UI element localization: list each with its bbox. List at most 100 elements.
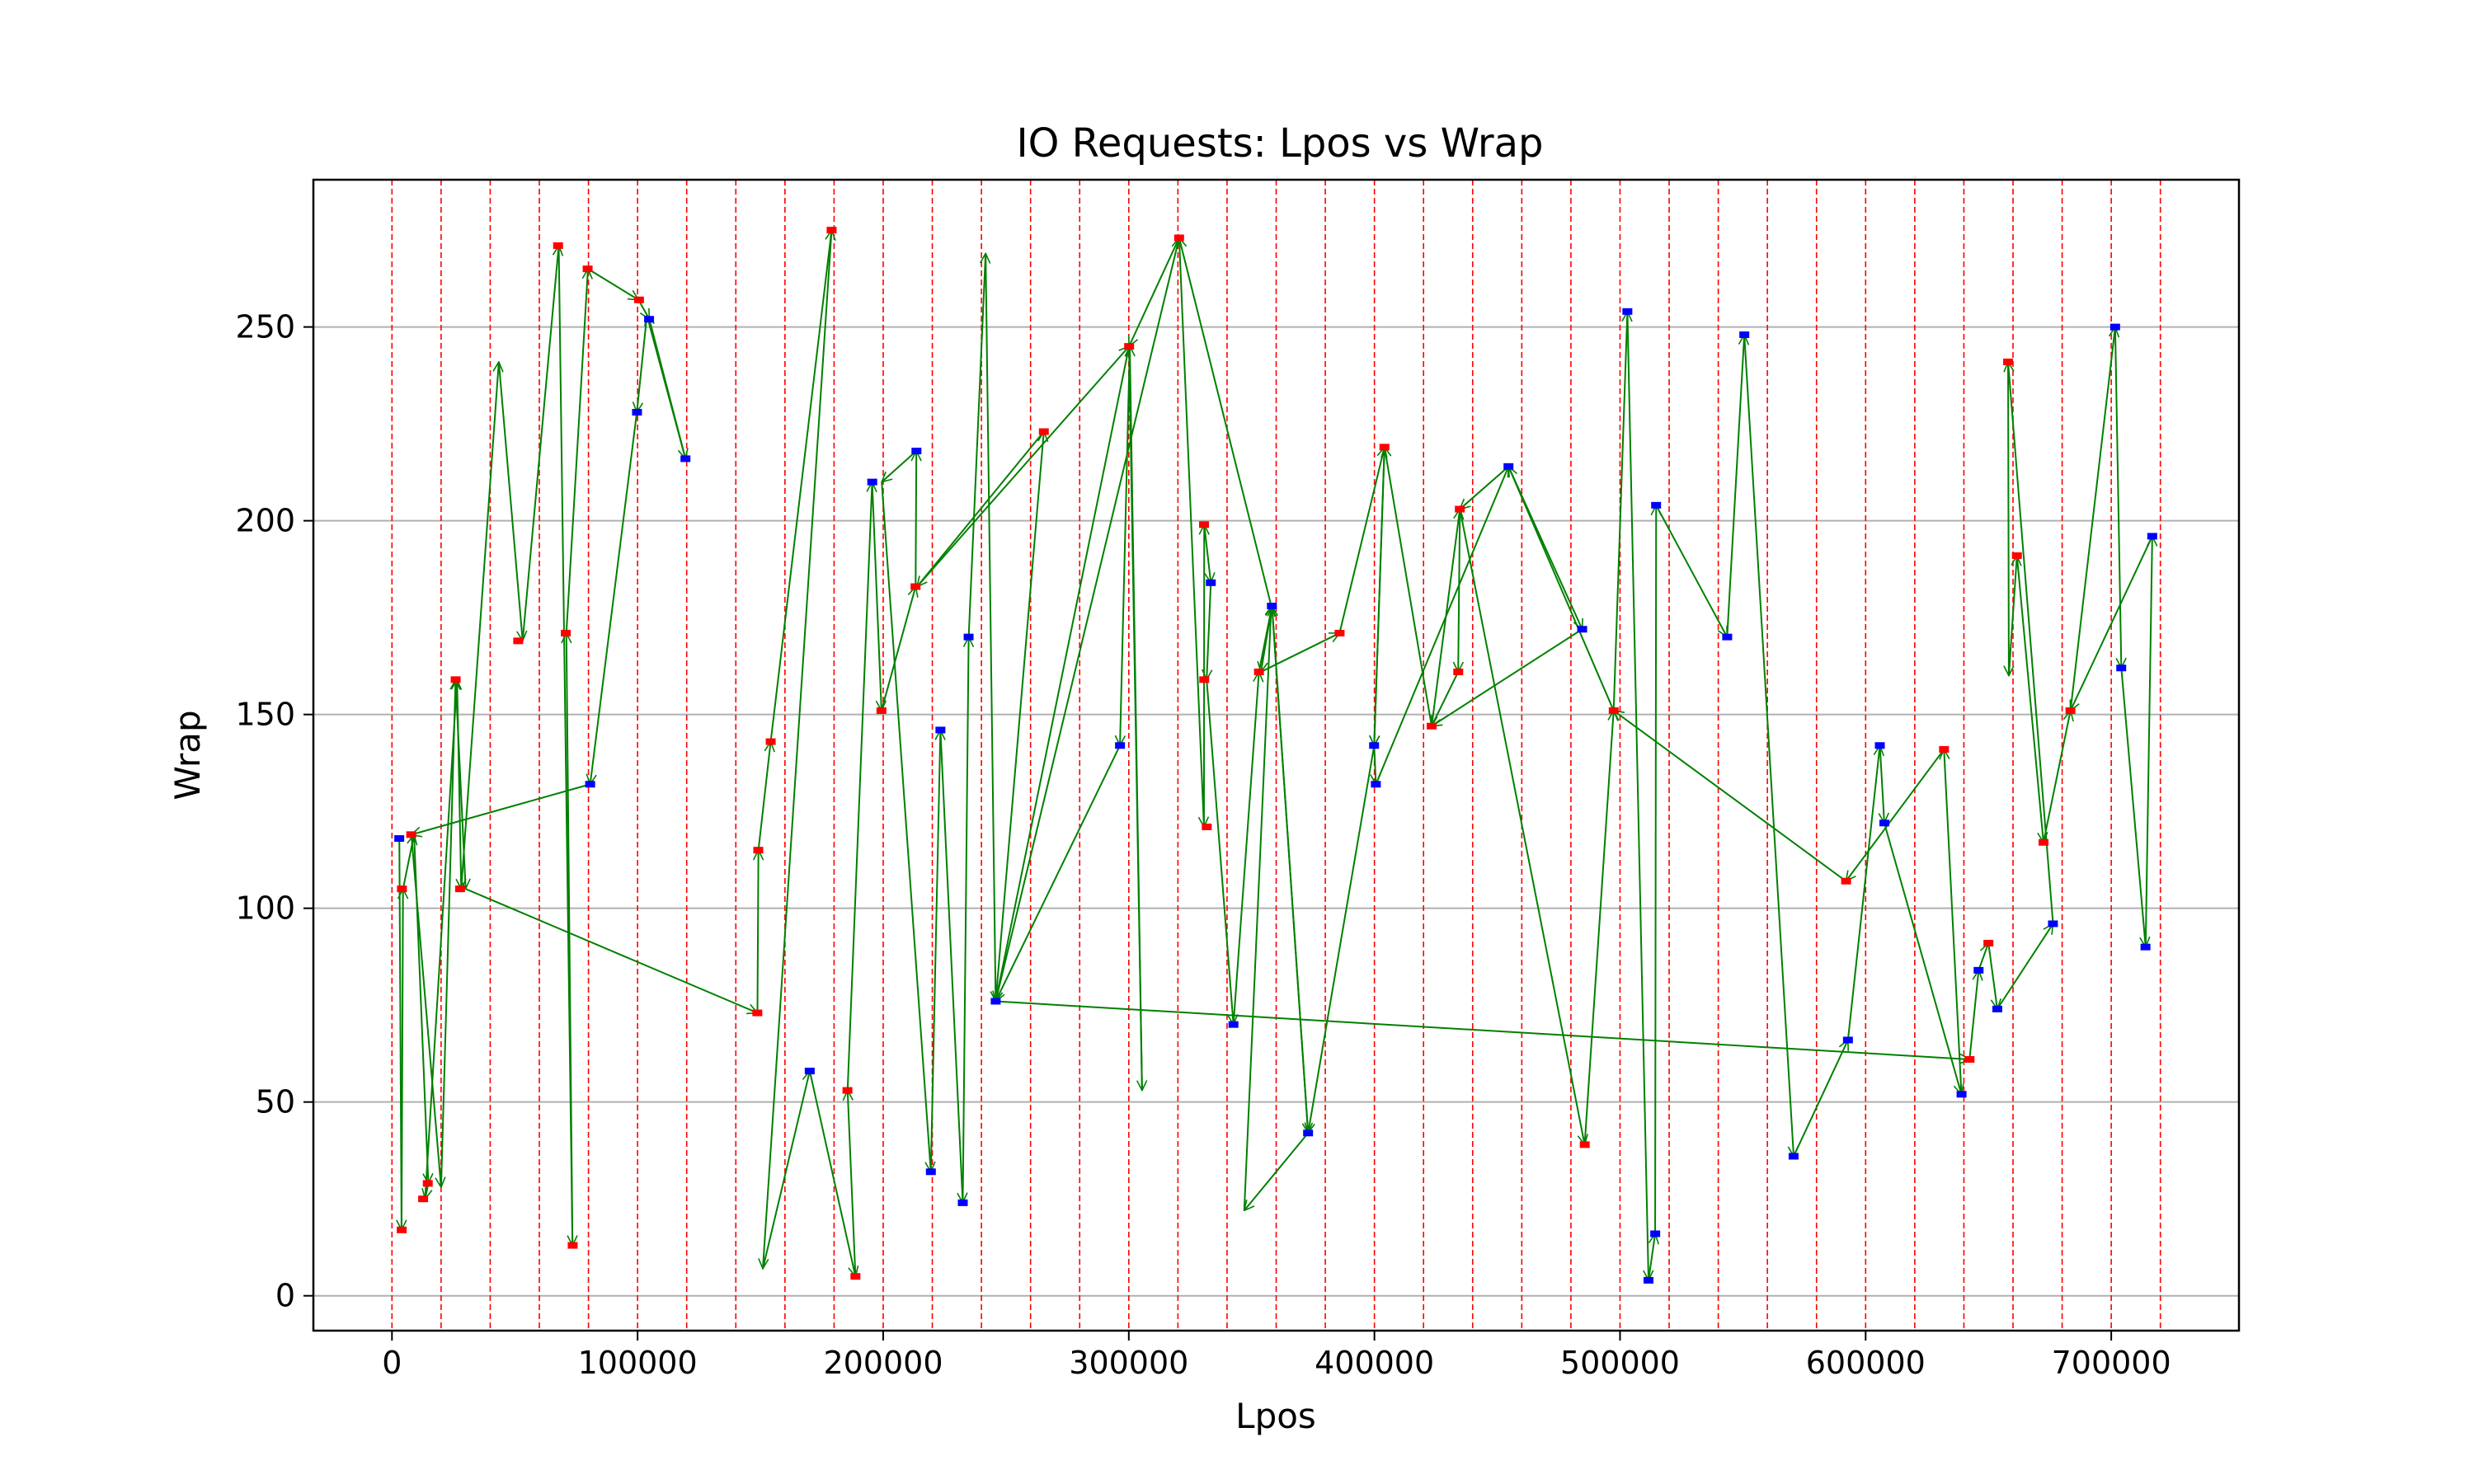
- path-arrow: [995, 432, 1043, 1002]
- path-arrow: [1206, 582, 1211, 680]
- data-point: [1369, 742, 1380, 749]
- data-point: [935, 726, 946, 734]
- y-tick-label: 250: [235, 309, 295, 345]
- path-arrow: [2120, 668, 2145, 946]
- data-point: [765, 738, 776, 745]
- data-point: [644, 316, 655, 323]
- path-arrow: [880, 587, 915, 711]
- data-point: [1379, 444, 1390, 451]
- data-point: [910, 583, 921, 590]
- path-arrow: [565, 269, 588, 633]
- y-axis-label: Wrap: [167, 710, 208, 800]
- data-point: [454, 885, 465, 893]
- path-arrow: [1793, 1040, 1848, 1157]
- x-tick-label: 600000: [1806, 1345, 1926, 1381]
- data-point: [1202, 823, 1212, 830]
- path-arrow: [1743, 334, 1794, 1156]
- data-point: [561, 629, 571, 636]
- data-point: [990, 998, 1001, 1005]
- x-tick-label: 0: [382, 1345, 402, 1381]
- data-point: [1124, 343, 1135, 350]
- data-point: [867, 478, 877, 486]
- path-arrow: [1460, 466, 1509, 510]
- data-point: [2065, 707, 2076, 714]
- data-point: [1455, 505, 1465, 513]
- x-tick-label: 400000: [1315, 1345, 1434, 1381]
- data-point: [826, 227, 837, 234]
- data-point: [1739, 331, 1750, 339]
- x-tick-label: 200000: [823, 1345, 943, 1381]
- data-point: [1253, 668, 1264, 675]
- path-arrow: [402, 889, 403, 1230]
- data-point: [513, 637, 524, 645]
- path-arrow: [769, 230, 832, 742]
- x-axis-ticks: 0 100000 200000 300000 400000 500000 600000 700…: [382, 1331, 2171, 1381]
- data-point: [842, 1087, 853, 1094]
- data-point: [2039, 838, 2049, 846]
- data-point: [1453, 668, 1464, 675]
- path-arrow: [1997, 923, 2053, 1010]
- data-point: [1643, 1276, 1653, 1284]
- path-arrow: [995, 744, 1121, 1001]
- path-arrow: [882, 450, 917, 482]
- path-arrow: [1206, 679, 1233, 1024]
- path-arrow: [916, 346, 1129, 588]
- path-arrow: [465, 888, 758, 1012]
- path-arrow: [762, 1071, 810, 1270]
- data-point: [957, 1199, 968, 1206]
- path-arrow: [497, 361, 523, 641]
- path-arrow: [1308, 745, 1376, 1133]
- path-arrow: [985, 253, 995, 1001]
- data-point: [397, 885, 407, 893]
- path-arrow: [2071, 536, 2153, 711]
- path-arrow: [2015, 555, 2044, 843]
- data-point: [585, 781, 595, 788]
- data-point: [1622, 308, 1633, 315]
- x-axis-label: Lpos: [1235, 1396, 1316, 1436]
- path-arrow: [1272, 606, 1310, 1134]
- path-arrow: [1203, 524, 1211, 583]
- path-arrow: [1655, 505, 1729, 637]
- data-point: [633, 296, 644, 303]
- path-arrow: [2069, 327, 2115, 711]
- path-arrow: [967, 253, 986, 637]
- x-tick-label: 300000: [1069, 1345, 1188, 1381]
- path-arrow: [1232, 672, 1259, 1025]
- path-arrow: [460, 362, 499, 890]
- data-point: [1199, 676, 1210, 683]
- data-point: [1115, 742, 1126, 749]
- data-point: [1788, 1153, 1799, 1160]
- data-point: [1992, 1005, 2002, 1012]
- path-arrow: [1726, 335, 1744, 637]
- path-arrow: [1846, 745, 1880, 1040]
- data-point: [418, 1195, 429, 1203]
- path-arrow: [1179, 238, 1272, 607]
- path-arrow: [1129, 237, 1180, 347]
- data-point: [1577, 626, 1587, 633]
- path-arrow: [757, 742, 771, 851]
- path-arrow: [454, 679, 465, 889]
- path-arrow: [1178, 237, 1204, 827]
- path-arrow: [846, 482, 872, 1091]
- data-point: [1303, 1129, 1314, 1137]
- data-point: [804, 1068, 815, 1075]
- data-point: [2147, 533, 2157, 540]
- path-arrow: [1244, 1132, 1309, 1210]
- path-arrow: [1626, 311, 1649, 1280]
- data-point: [1650, 1230, 1661, 1237]
- seek-path-arrows: [399, 230, 2152, 1280]
- data-point: [422, 1180, 433, 1187]
- data-point: [1503, 463, 1514, 470]
- path-arrow: [1648, 1233, 1655, 1281]
- data-point: [450, 676, 461, 683]
- data-point: [2140, 943, 2151, 951]
- path-arrow: [2144, 536, 2152, 947]
- data-point: [2048, 920, 2058, 928]
- path-arrow: [939, 730, 962, 1202]
- x-tick-label: 500000: [1560, 1345, 1680, 1381]
- path-arrow: [757, 850, 758, 1013]
- path-arrow: [995, 345, 1131, 1001]
- data-points: [394, 227, 2157, 1284]
- data-point: [1608, 707, 1619, 714]
